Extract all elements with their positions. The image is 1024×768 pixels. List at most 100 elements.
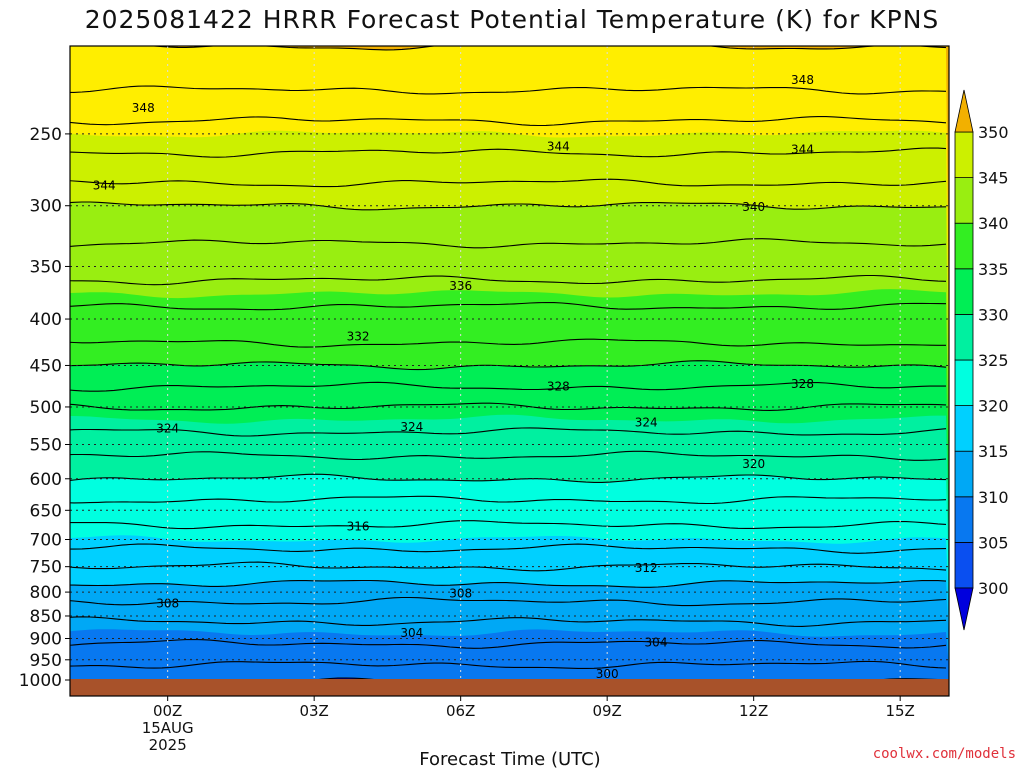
grid-lines (70, 46, 949, 696)
colorbar-segment-320 (954, 359, 974, 406)
y-tick-label: 900 (30, 629, 62, 649)
y-tick-label: 250 (30, 125, 62, 145)
contour-label-344: 344 (791, 142, 814, 156)
contour-label-text: 316 (347, 519, 370, 533)
colorbar-segment-310 (954, 450, 974, 498)
contour-322 (70, 450, 947, 461)
y-tick-label: 450 (30, 356, 62, 376)
y-tick-label: 700 (30, 530, 62, 550)
contour-label-text: 324 (635, 415, 658, 429)
colorbar-segment-305 (954, 496, 974, 543)
y-tick-label: 650 (30, 501, 62, 521)
x-tick-label: 15Z (885, 702, 914, 720)
contour-310 (70, 579, 947, 588)
contour-label-332: 332 (347, 329, 370, 343)
contour-label-text: 344 (93, 179, 116, 193)
contour-350 (149, 46, 947, 51)
y-tick-label: 750 (30, 558, 62, 578)
contour-label-300: 300 (596, 667, 619, 681)
x-tick-label: 12Z (739, 702, 768, 720)
contour-314 (70, 543, 947, 554)
x-tick-label: 00Z (153, 702, 182, 720)
contour-label-316: 316 (347, 519, 370, 533)
contour-label-text: 304 (400, 626, 423, 640)
x-tick-sublabel: 15AUG (142, 719, 194, 737)
contour-label-text: 348 (791, 73, 814, 87)
contour-label-324: 324 (635, 415, 658, 429)
colorbar-segment-335 (954, 222, 974, 270)
y-tick-label: 600 (30, 470, 62, 490)
colorbar-segment-300 (954, 542, 974, 589)
plot-frame (69, 45, 950, 697)
contour-label-328: 328 (791, 377, 814, 391)
contour-302 (70, 660, 947, 669)
colorbar-label: 340 (978, 214, 1009, 233)
colorbar-label: 300 (978, 579, 1009, 598)
contour-label-text: 324 (400, 420, 423, 434)
contour-labels: 348 348 344 344 344 340 336 332 328 328 324 324 324 3… (93, 73, 814, 681)
contour-334 (70, 301, 947, 311)
y-tick-label: 350 (30, 257, 62, 277)
contour-338 (70, 238, 947, 249)
plot-area: 348 348 344 344 344 340 336 332 328 328 324 324 324 3… (70, 46, 949, 696)
colorbar: 300 305 310 315 320 325 330 335 340 345 350 (954, 89, 1009, 631)
colorbar-segment-330 (954, 268, 974, 315)
contour-label-text: 312 (635, 561, 658, 575)
contour-332 (70, 338, 946, 348)
y-tick-label: 1000 (19, 671, 62, 691)
contour-label-340: 340 (742, 200, 765, 214)
colorbar-label: 350 (978, 123, 1009, 142)
contour-306 (70, 616, 947, 627)
y-tick-label: 950 (30, 651, 62, 671)
contour-label-320: 320 (742, 457, 765, 471)
colorbar-bottom-arrow (954, 587, 974, 631)
contour-348 (70, 85, 947, 95)
contour-label-text: 324 (156, 421, 179, 435)
colorbar-segment-315 (954, 405, 974, 452)
x-axis-title: Forecast Time (UTC) (419, 749, 600, 768)
contour-304 (70, 638, 947, 649)
contour-330 (70, 360, 947, 371)
contour-label-348: 348 (132, 101, 155, 115)
contour-label-text: 308 (156, 597, 179, 611)
y-tick-label: 300 (30, 197, 62, 217)
contour-label-text: 332 (347, 329, 370, 343)
contour-324 (70, 427, 947, 437)
contour-316 (70, 520, 947, 530)
x-tick-label: 06Z (446, 702, 475, 720)
colorbar-label: 310 (978, 488, 1009, 507)
y-tick-label: 800 (30, 583, 62, 603)
y-tick-label: 400 (30, 310, 62, 330)
colorbar-label: 345 (978, 169, 1009, 188)
contour-label-304: 304 (645, 635, 668, 649)
contour-label-328: 328 (547, 380, 570, 394)
contour-342 (70, 178, 947, 188)
contour-label-312: 312 (635, 561, 658, 575)
colorbar-segment-325 (954, 313, 974, 361)
contour-label-text: 300 (596, 667, 619, 681)
colorbar-segment-340 (954, 177, 974, 224)
x-tick-label: 03Z (299, 702, 328, 720)
contour-label-text: 320 (742, 457, 765, 471)
ground-surface (70, 679, 949, 696)
contour-label-text: 304 (645, 635, 668, 649)
contour-label-text: 328 (791, 377, 814, 391)
contour-320 (70, 473, 947, 483)
y-tick-label: 500 (30, 398, 62, 418)
contour-lines (70, 46, 947, 687)
contour-336 (70, 274, 947, 286)
contour-label-text: 348 (132, 101, 155, 115)
contour-label-text: 308 (449, 587, 472, 601)
contour-label-304: 304 (400, 626, 423, 640)
contour-label-344: 344 (547, 139, 570, 153)
credit-text: coolwx.com/models (873, 746, 1016, 762)
colorbar-label: 305 (978, 533, 1009, 552)
contour-label-text: 344 (547, 139, 570, 153)
contour-340 (70, 201, 947, 211)
colorbar-label: 330 (978, 305, 1009, 324)
contour-308 (70, 596, 947, 607)
contour-label-324: 324 (400, 420, 423, 434)
colorbar-label: 325 (978, 351, 1009, 370)
